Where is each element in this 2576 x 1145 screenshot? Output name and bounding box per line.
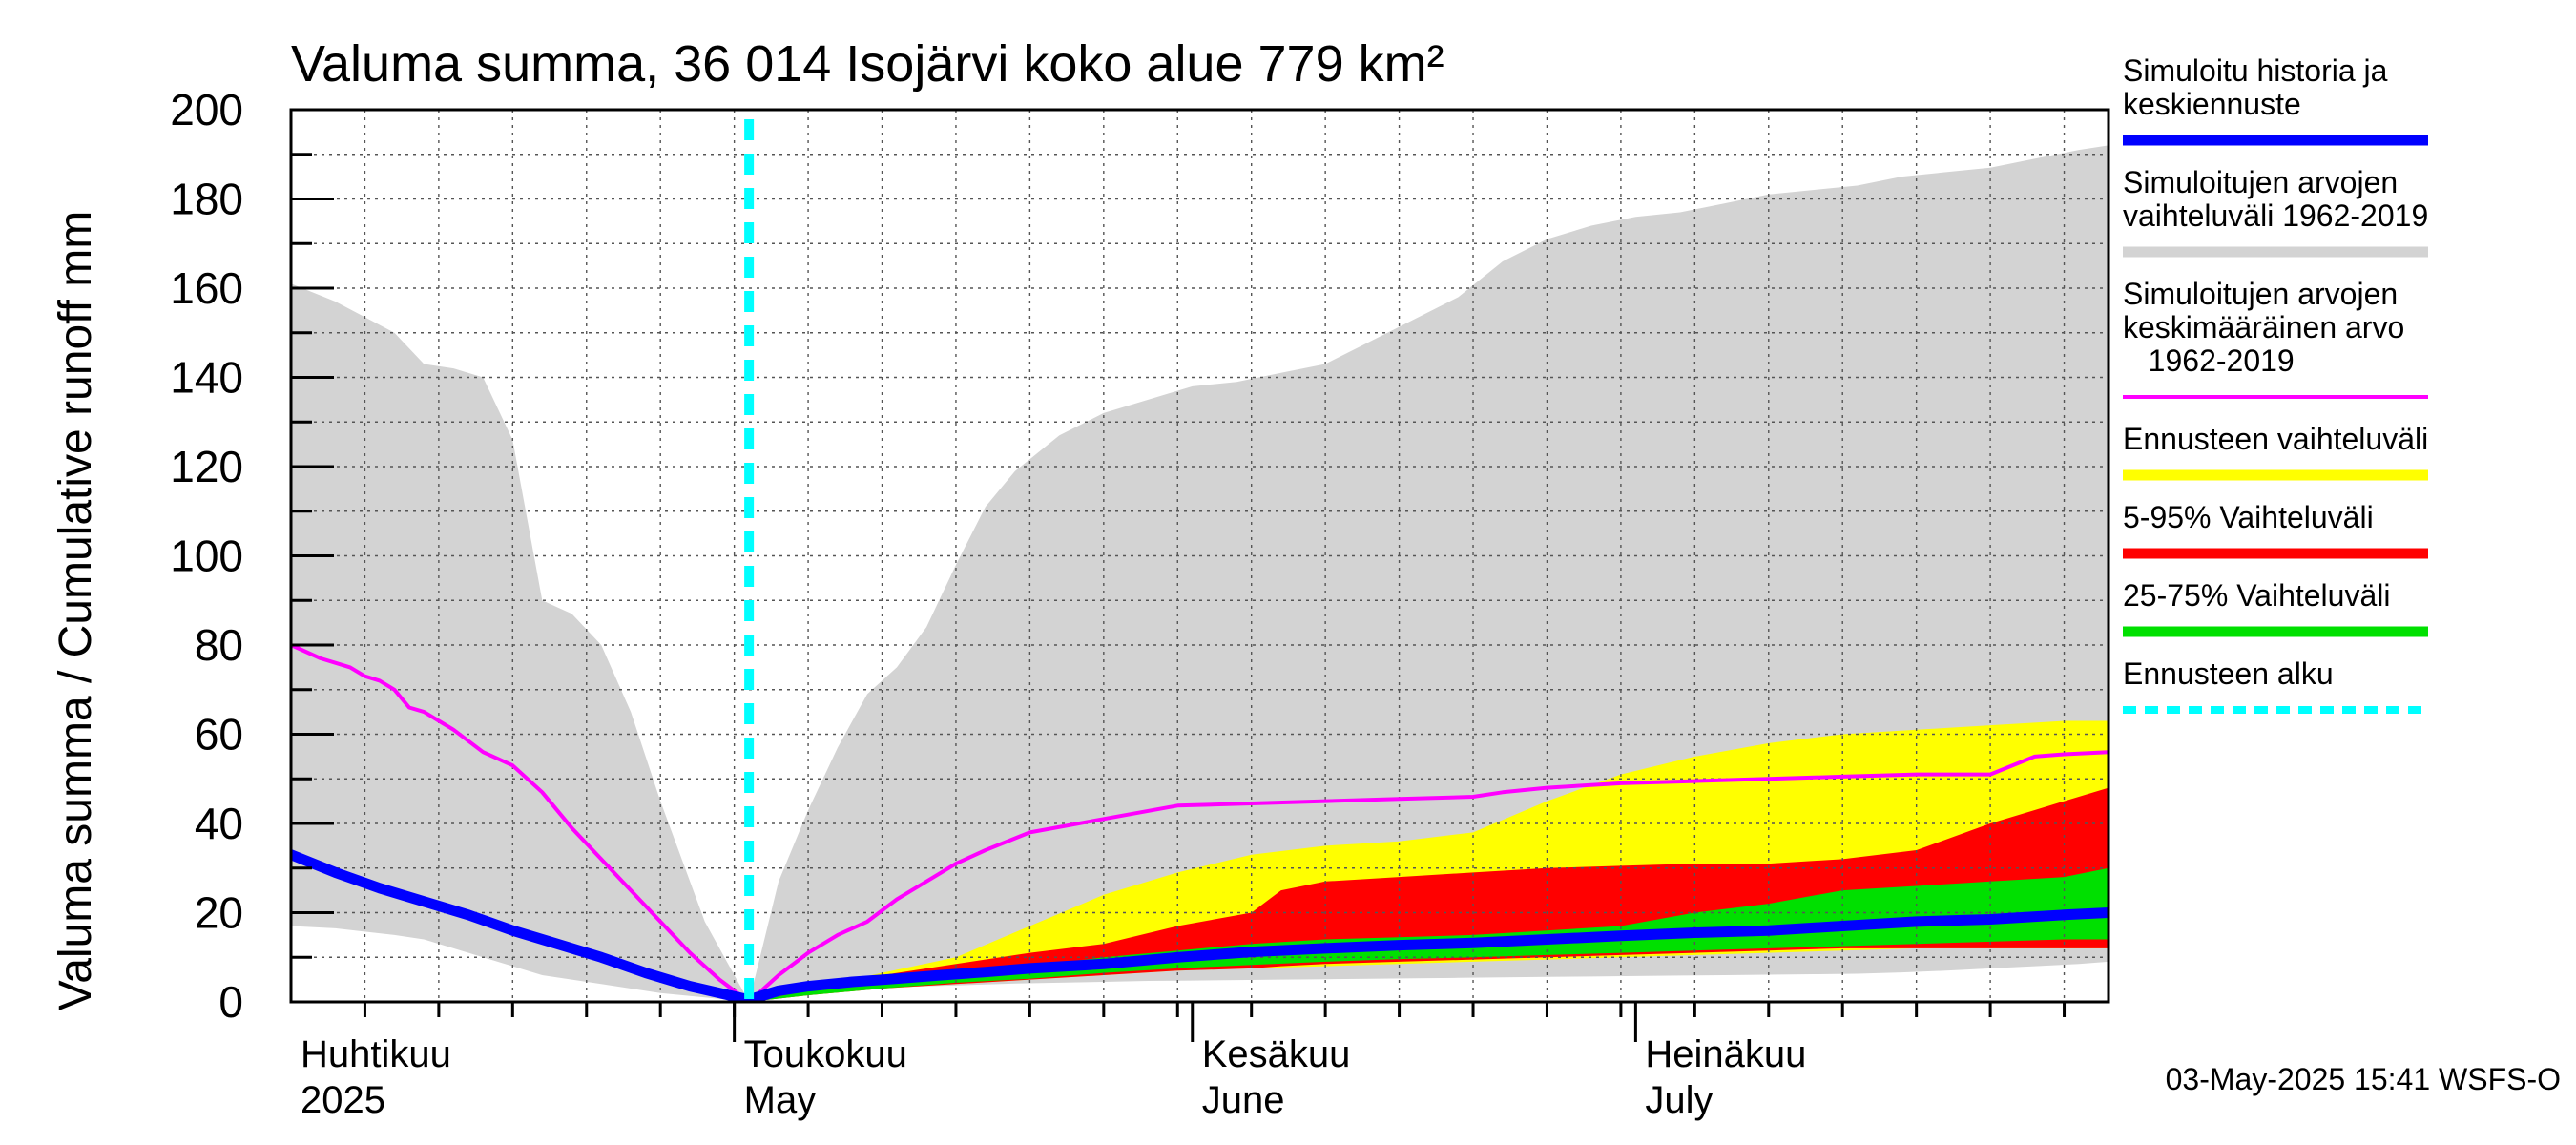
legend-label: 1962-2019 [2123, 344, 2295, 378]
y-tick-label: 60 [195, 710, 243, 760]
legend-label: keskiennuste [2123, 87, 2301, 121]
month-label-fi: Huhtikuu [301, 1033, 451, 1075]
legend-label: keskimääräinen arvo [2123, 310, 2404, 344]
y-axis-label: Valuma summa / Cumulative runoff mm [51, 211, 101, 1011]
y-tick-label: 80 [195, 620, 243, 670]
y-tick-label: 0 [218, 977, 243, 1027]
y-tick-label: 140 [170, 353, 243, 403]
y-tick-label: 180 [170, 175, 243, 224]
legend-label: vaihteluväli 1962-2019 [2123, 198, 2428, 233]
legend-label: Simuloitu historia ja [2123, 53, 2388, 88]
plot-area [291, 110, 2109, 1002]
month-label-fi: Heinäkuu [1645, 1033, 1806, 1075]
month-label-fi: Kesäkuu [1202, 1033, 1351, 1075]
line-simuloitu-historia-ja-keskiennuste [291, 849, 2109, 1002]
line-simuloitujen-arvojen-keskimaarainen-arvo-1962-2019 [291, 643, 2109, 1002]
timestamp: 03-May-2025 15:41 WSFS-O [2166, 1062, 2561, 1096]
y-tick-label: 40 [195, 799, 243, 848]
month-label-fi: Toukokuu [744, 1033, 907, 1075]
y-tick-label: 20 [195, 888, 243, 938]
month-label-en: May [744, 1079, 817, 1121]
month-label-en: 2025 [301, 1079, 385, 1121]
legend-label: Simuloitujen arvojen [2123, 277, 2398, 311]
y-axis: 0 20 40 60 80 100 120 140 160 180 200 [170, 85, 334, 1027]
chart-title: Valuma summa, 36 014 Isojärvi koko alue … [291, 35, 1444, 93]
legend-label: 25-75% Vaihteluväli [2123, 578, 2390, 613]
legend-label: Ennusteen alku [2123, 656, 2334, 691]
y-tick-label: 160 [170, 263, 243, 313]
y-tick-label: 120 [170, 442, 243, 491]
x-axis [363, 1002, 2067, 1042]
legend-label: Ennusteen vaihteluväli [2123, 422, 2428, 456]
horizontal-gridlines [291, 154, 2109, 958]
legend-label: 5-95% Vaihteluväli [2123, 500, 2374, 534]
series-lines [291, 643, 2109, 1002]
month-label-en: June [1202, 1079, 1285, 1121]
legend-label: Simuloitujen arvojen [2123, 165, 2398, 199]
y-tick-label: 100 [170, 531, 243, 581]
month-label-en: July [1645, 1079, 1713, 1121]
y-tick-label: 200 [170, 85, 243, 135]
